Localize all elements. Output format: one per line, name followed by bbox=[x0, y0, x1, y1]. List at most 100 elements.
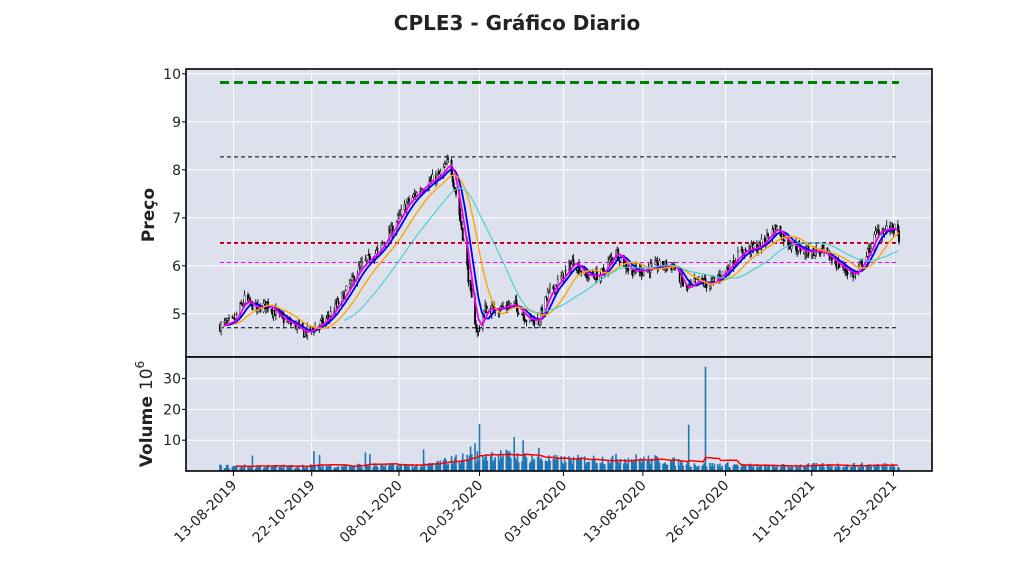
volume-bar bbox=[516, 453, 519, 471]
volume-bar bbox=[521, 461, 523, 471]
volume-bar bbox=[751, 467, 754, 471]
volume-bar bbox=[857, 466, 860, 471]
volume-panel-background bbox=[186, 357, 932, 471]
volume-bar bbox=[458, 462, 461, 471]
volume-bar bbox=[806, 464, 809, 471]
volume-bar bbox=[249, 468, 252, 471]
volume-bar bbox=[760, 465, 763, 471]
volume-bar bbox=[814, 465, 816, 471]
volume-bar bbox=[259, 465, 262, 471]
volume-bar bbox=[486, 460, 489, 471]
volume-bar bbox=[247, 466, 249, 471]
volume-bar bbox=[609, 462, 612, 471]
volume-bar bbox=[335, 467, 338, 471]
volume-bar bbox=[686, 461, 689, 471]
volume-bar bbox=[295, 467, 297, 471]
volume-bar bbox=[348, 466, 351, 471]
volume-bar bbox=[466, 454, 469, 471]
volume-bar bbox=[314, 465, 316, 471]
volume-bar bbox=[846, 464, 849, 471]
volume-bar bbox=[224, 467, 227, 471]
price-candle-body bbox=[790, 245, 793, 250]
volume-bar bbox=[640, 463, 643, 471]
volume-bar bbox=[756, 464, 758, 471]
volume-bar bbox=[685, 464, 688, 471]
volume-bar bbox=[604, 464, 606, 471]
volume-bar bbox=[275, 464, 277, 471]
volume-bar bbox=[602, 463, 605, 471]
volume-bar bbox=[555, 455, 558, 471]
price-candle-body bbox=[547, 289, 550, 292]
volume-bar bbox=[834, 466, 837, 471]
price-candle-body bbox=[552, 286, 555, 289]
volume-bar bbox=[342, 466, 344, 471]
volume-bar bbox=[272, 466, 275, 471]
volume-bar bbox=[728, 467, 730, 471]
volume-bar bbox=[345, 464, 348, 471]
price-candle-body bbox=[896, 224, 899, 232]
volume-bar bbox=[380, 463, 382, 471]
volume-bar bbox=[790, 465, 793, 471]
price-y-tick-label: 9 bbox=[172, 115, 181, 131]
price-candle-body bbox=[220, 322, 223, 332]
volume-bar bbox=[270, 465, 273, 471]
volume-panel-frame bbox=[185, 356, 933, 472]
volume-bar bbox=[844, 466, 847, 471]
volume-bar bbox=[860, 463, 862, 471]
volume-bar bbox=[467, 460, 470, 471]
price-candle-body bbox=[412, 194, 415, 197]
volume-bar bbox=[265, 467, 267, 471]
volume-bar bbox=[878, 464, 880, 471]
volume-bar bbox=[757, 467, 759, 471]
price-candle-body bbox=[867, 246, 870, 249]
volume-bar bbox=[656, 456, 659, 471]
volume-bar bbox=[740, 466, 743, 471]
volume-bar bbox=[219, 464, 221, 471]
volume-bar bbox=[784, 466, 786, 471]
volume-bar bbox=[842, 466, 844, 471]
price-candle-body bbox=[866, 249, 869, 257]
volume-bar bbox=[451, 463, 454, 471]
price-candle-body bbox=[446, 159, 448, 164]
volume-bar bbox=[381, 463, 383, 471]
volume-bar bbox=[587, 461, 589, 471]
volume-bar bbox=[601, 456, 604, 471]
volume-bar bbox=[759, 464, 762, 471]
volume-bar bbox=[419, 467, 422, 471]
price-candle-body bbox=[776, 226, 778, 231]
volume-bar bbox=[821, 463, 823, 471]
volume-bar bbox=[525, 457, 528, 471]
volume-bar bbox=[673, 457, 675, 471]
volume-bar bbox=[248, 466, 250, 471]
volume-bar bbox=[312, 465, 314, 471]
volume-bar bbox=[561, 462, 564, 471]
volume-bar bbox=[510, 458, 512, 471]
volume-bar bbox=[444, 457, 446, 471]
volume-bar bbox=[267, 464, 269, 471]
volume-y-tick-label: 20 bbox=[163, 402, 181, 418]
volume-bar bbox=[890, 467, 892, 471]
volume-bar bbox=[750, 464, 753, 471]
price-axis-label: Preço bbox=[139, 188, 159, 242]
volume-bar bbox=[256, 465, 258, 471]
price-candle-body bbox=[744, 249, 747, 252]
price-panel-background bbox=[186, 69, 932, 357]
volume-bar bbox=[304, 468, 306, 471]
price-candle-body bbox=[376, 248, 379, 250]
volume-axis-label: Volume 106 bbox=[133, 361, 157, 467]
volume-bar bbox=[475, 462, 477, 471]
volume-bar bbox=[327, 465, 330, 471]
volume-bar bbox=[502, 455, 504, 471]
volume-bar bbox=[779, 467, 782, 471]
volume-bar bbox=[865, 465, 868, 471]
volume-bar bbox=[600, 462, 603, 471]
volume-bar bbox=[579, 458, 581, 471]
volume-bar bbox=[662, 463, 664, 471]
volume-bar bbox=[553, 454, 556, 471]
price-candle-body bbox=[337, 300, 340, 304]
price-candle-body bbox=[242, 303, 245, 305]
volume-bar bbox=[713, 463, 716, 471]
volume-bar bbox=[796, 467, 799, 471]
volume-bar bbox=[889, 465, 891, 471]
